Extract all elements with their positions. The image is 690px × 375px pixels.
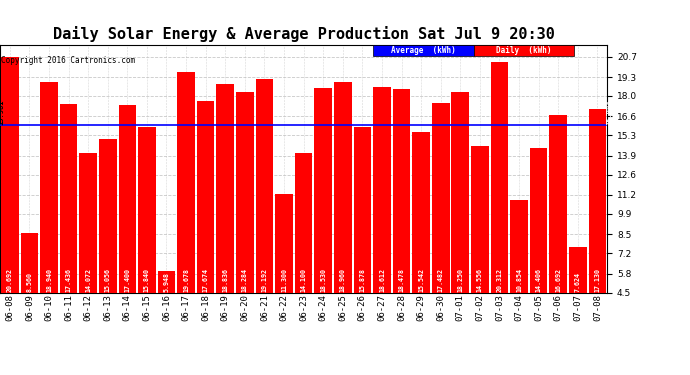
Bar (158, 272, 175, 292)
Text: 18.530: 18.530 (320, 268, 326, 292)
Text: 18.284: 18.284 (241, 268, 248, 292)
Bar (334, 82, 352, 292)
Text: 18.940: 18.940 (46, 268, 52, 292)
Bar (79, 153, 97, 292)
Text: 17.130: 17.130 (594, 268, 600, 292)
Text: 11.300: 11.300 (281, 268, 287, 292)
Text: 8.560: 8.560 (26, 272, 32, 292)
Text: 15.056: 15.056 (105, 268, 110, 292)
Bar (295, 153, 313, 292)
Text: Daily  (kWh): Daily (kWh) (496, 46, 551, 55)
Text: 18.612: 18.612 (379, 268, 385, 292)
Text: 15.981: 15.981 (0, 99, 4, 124)
Bar (432, 104, 449, 292)
Text: 17.674: 17.674 (203, 268, 208, 292)
Text: 19.678: 19.678 (183, 268, 189, 292)
Bar (589, 109, 607, 292)
Text: 14.100: 14.100 (301, 268, 306, 292)
Text: 20.312: 20.312 (497, 268, 502, 292)
Bar (21, 233, 38, 292)
Bar (315, 88, 332, 292)
Bar (451, 92, 469, 292)
Text: 17.400: 17.400 (124, 268, 130, 292)
Bar (99, 139, 117, 292)
Text: 10.854: 10.854 (516, 268, 522, 292)
Text: 14.556: 14.556 (477, 268, 483, 292)
Text: 19.192: 19.192 (262, 268, 268, 292)
Text: 18.960: 18.960 (339, 268, 346, 292)
Bar (1, 57, 19, 292)
Text: 18.478: 18.478 (399, 268, 404, 292)
Bar (549, 115, 567, 292)
Bar (40, 82, 58, 292)
Text: 14.406: 14.406 (535, 268, 542, 292)
Text: 7.624: 7.624 (575, 272, 581, 292)
Text: Copyright 2016 Cartronics.com: Copyright 2016 Cartronics.com (1, 56, 135, 65)
Bar (60, 104, 77, 292)
Bar (275, 194, 293, 292)
Text: 14.072: 14.072 (85, 268, 91, 292)
Bar (138, 128, 156, 292)
Text: 5.948: 5.948 (164, 272, 170, 292)
Bar (217, 84, 234, 292)
Text: 16.692: 16.692 (555, 268, 561, 292)
Text: 20.692: 20.692 (7, 268, 13, 292)
Bar (373, 87, 391, 292)
Bar (119, 105, 136, 292)
Text: 15.878: 15.878 (359, 268, 366, 292)
Title: Daily Solar Energy & Average Production Sat Jul 9 20:30: Daily Solar Energy & Average Production … (52, 27, 555, 42)
Bar (413, 132, 430, 292)
Bar (491, 62, 509, 292)
Text: 15.542: 15.542 (418, 268, 424, 292)
Bar (393, 89, 411, 292)
Bar (236, 92, 254, 292)
Bar (530, 148, 547, 292)
Text: 18.836: 18.836 (222, 268, 228, 292)
Text: 18.250: 18.250 (457, 268, 463, 292)
Bar (569, 247, 586, 292)
Text: Average  (kWh): Average (kWh) (391, 46, 456, 55)
Text: 17.482: 17.482 (437, 268, 444, 292)
Bar (255, 79, 273, 292)
Bar (177, 72, 195, 292)
Bar (353, 127, 371, 292)
Text: 15.840: 15.840 (144, 268, 150, 292)
FancyBboxPatch shape (473, 45, 574, 56)
Text: 17.436: 17.436 (66, 268, 72, 292)
Bar (471, 146, 489, 292)
Bar (510, 200, 528, 292)
Bar (197, 101, 215, 292)
FancyBboxPatch shape (373, 45, 473, 56)
Text: 15.984: 15.984 (606, 99, 612, 124)
